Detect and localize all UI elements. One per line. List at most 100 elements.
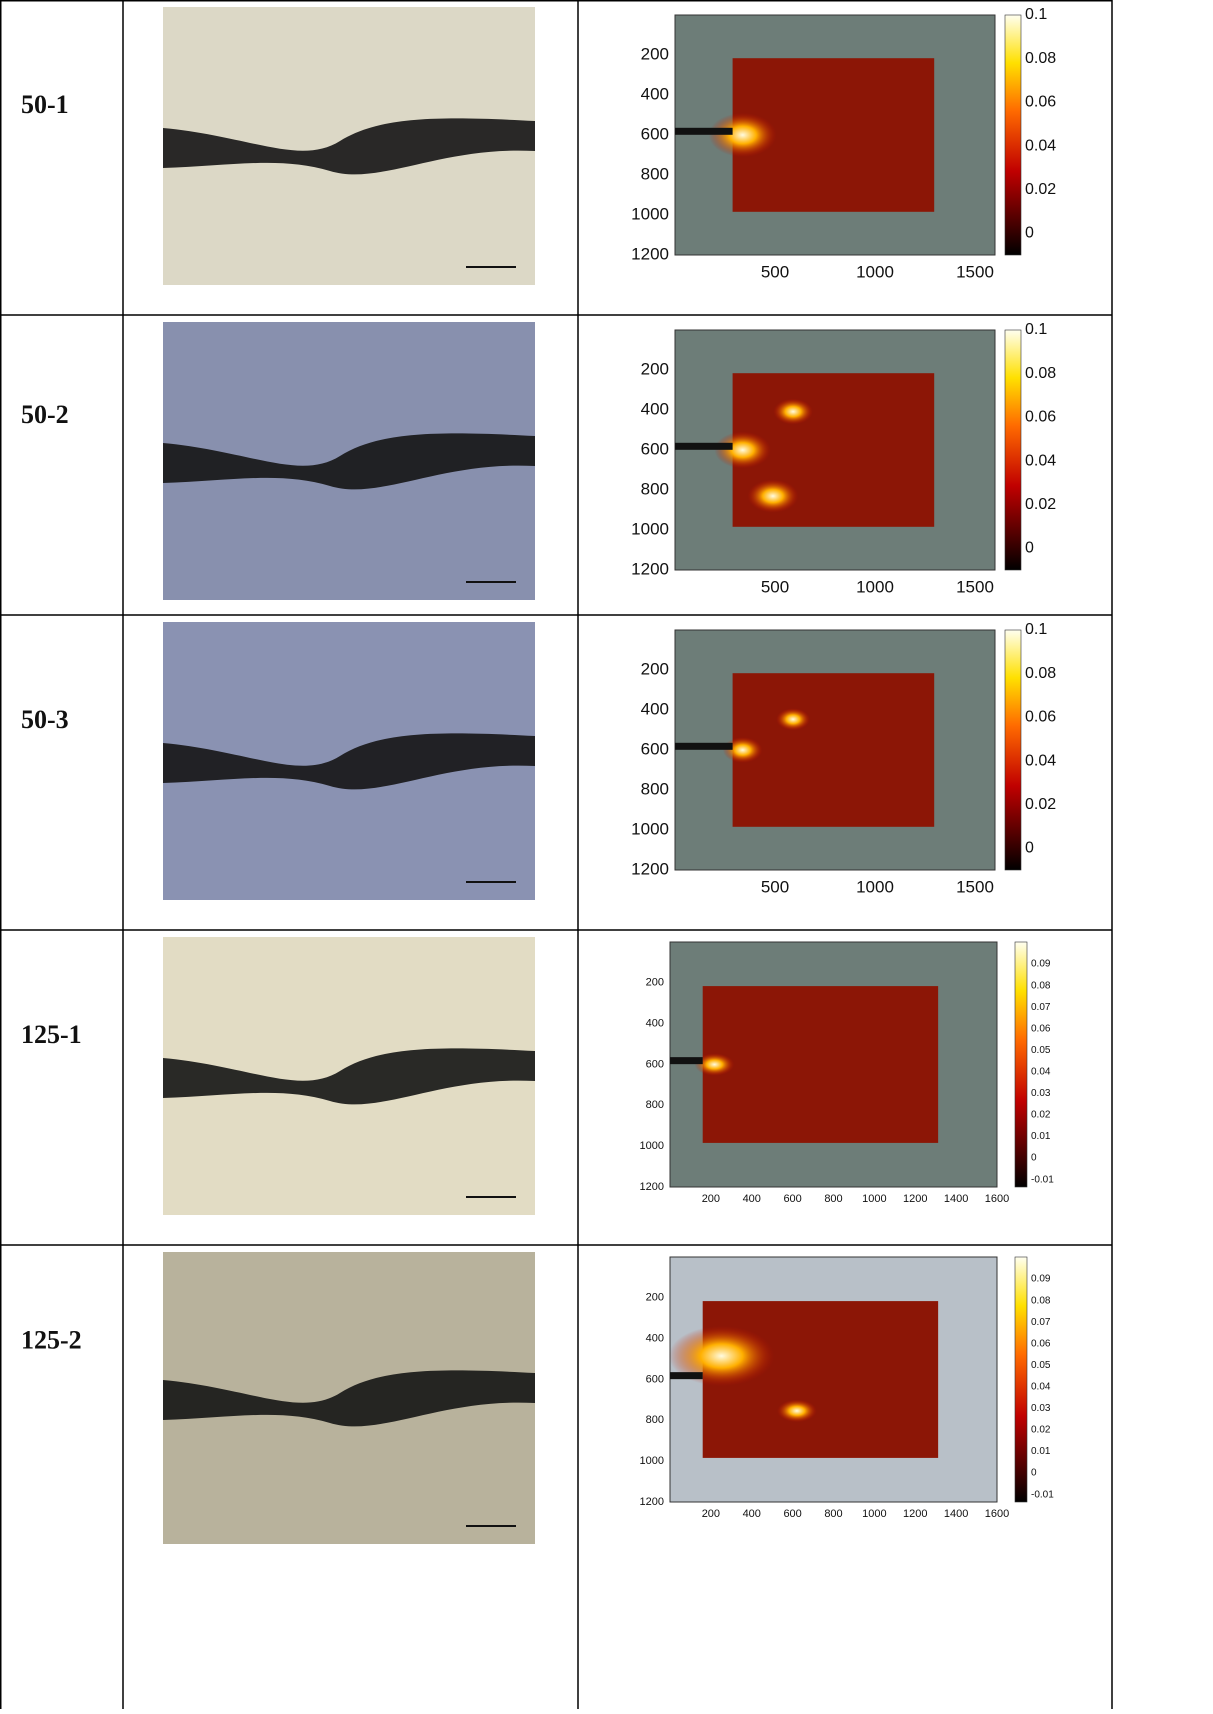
colorbar-tick-label: 0.03 [1031,1088,1051,1099]
strain-hotspot [747,479,799,513]
crack [163,1370,535,1427]
colorbar-tick-label: 0.08 [1031,980,1051,991]
strain-plot: 200 400 600 800 1000 1200 500 1000 1500 0.1 0.08 0.… [631,621,1056,896]
colorbar-tick-label: 0.08 [1025,365,1056,382]
notch [675,442,733,450]
y-tick-label: 1000 [631,519,669,538]
colorbar-tick-label: 0 [1031,1468,1037,1479]
y-tick-label: 600 [646,1058,664,1070]
x-tick-label: 200 [702,1193,720,1205]
y-tick-label: 400 [646,1018,664,1030]
colorbar-tick-label: 0.06 [1025,409,1056,426]
y-tick-label: 200 [641,659,669,678]
notch [670,1057,703,1065]
scale-bar [466,266,516,268]
colorbar-tick-label: 0.04 [1031,1381,1051,1392]
colorbar-tick-label: 0.1 [1025,321,1047,338]
y-tick-label: 600 [646,1373,664,1385]
crack [163,118,535,175]
colorbar-tick-label: 0.09 [1031,959,1051,970]
strain-plot: 200 400 600 800 1000 1200 200 400 600 800 1000 1200… [640,1256,1054,1520]
colorbar-tick-label: 0 [1031,1153,1037,1164]
strain-field [732,673,935,827]
y-tick-label: 400 [646,1333,664,1345]
colorbar-tick-label: -0.01 [1031,1489,1054,1500]
strain-plot: 200 400 600 800 1000 1200 500 1000 1500 0.1 0.08 0.… [631,6,1056,281]
colorbar-tick-label: 0.05 [1031,1045,1051,1056]
x-tick-label: 1400 [944,1193,968,1205]
micrograph [163,7,535,285]
x-tick-label: 1000 [856,262,894,281]
scale-bar [466,581,516,583]
x-tick-label: 1000 [862,1193,886,1205]
colorbar-tick-label: 0.07 [1031,1002,1051,1013]
row-label: 125-1 [21,1020,82,1049]
crack [163,733,535,790]
x-tick-label: 400 [743,1508,761,1520]
strain-hotspot [694,1053,735,1076]
y-tick-label: 1000 [640,1140,664,1152]
y-tick-label: 800 [641,479,669,498]
strain-field [702,986,939,1143]
x-tick-label: 1600 [985,1508,1009,1520]
colorbar-tick-label: 0.06 [1025,94,1056,111]
colorbar [1014,941,1028,1188]
y-tick-label: 800 [646,1099,664,1111]
x-tick-label: 1000 [856,877,894,896]
colorbar-tick-label: 0.06 [1025,709,1056,726]
scale-bar [466,1525,516,1527]
colorbar-tick-label: 0.01 [1031,1446,1051,1457]
colorbar-tick-label: 0.1 [1025,621,1047,638]
colorbar-tick-label: 0.06 [1031,1023,1051,1034]
micrograph [163,322,535,600]
x-tick-label: 500 [761,877,789,896]
colorbar-tick-label: 0.02 [1025,796,1056,813]
colorbar-tick-label: 0.04 [1025,137,1056,154]
x-tick-label: 400 [743,1193,761,1205]
x-tick-label: 500 [761,577,789,596]
y-tick-label: 1200 [631,859,669,878]
y-tick-label: 200 [641,359,669,378]
x-tick-label: 1600 [985,1193,1009,1205]
notch [675,742,733,750]
strain-plot: 200 400 600 800 1000 1200 200 400 600 800 1000 1200… [640,941,1054,1205]
y-tick-label: 1200 [640,1496,664,1508]
colorbar-tick-label: 0.02 [1031,1110,1051,1121]
x-tick-label: 1500 [956,262,994,281]
colorbar-tick-label: 0.04 [1025,452,1056,469]
y-tick-label: 400 [641,399,669,418]
colorbar [1004,629,1022,871]
row-label: 125-2 [21,1325,82,1354]
x-tick-label: 600 [783,1193,801,1205]
strain-hotspot [668,1325,775,1387]
colorbar-tick-label: 0.08 [1025,50,1056,67]
strain-plot: 200 400 600 800 1000 1200 500 1000 1500 0.1 0.08 0.… [631,321,1056,596]
y-tick-label: 1200 [631,559,669,578]
colorbar-tick-label: 0.08 [1031,1295,1051,1306]
y-tick-label: 600 [641,124,669,143]
x-tick-label: 1500 [956,877,994,896]
y-tick-label: 200 [646,977,664,989]
row-label: 50-2 [21,400,69,429]
y-tick-label: 600 [641,739,669,758]
x-tick-label: 800 [824,1508,842,1520]
crack [163,433,535,490]
x-tick-label: 800 [824,1193,842,1205]
colorbar [1014,1256,1028,1503]
table-grid [0,0,1113,1709]
y-tick-label: 200 [646,1292,664,1304]
x-tick-label: 500 [761,262,789,281]
row-label: 50-3 [21,705,69,734]
scale-bar [466,881,516,883]
x-tick-label: 600 [783,1508,801,1520]
colorbar-tick-label: 0.08 [1025,665,1056,682]
x-tick-label: 1200 [903,1508,927,1520]
y-tick-label: 800 [646,1414,664,1426]
notch [670,1372,703,1380]
y-tick-label: 600 [641,439,669,458]
y-tick-label: 1200 [640,1181,664,1193]
colorbar-tick-label: 0.02 [1031,1425,1051,1436]
colorbar-tick-label: 0 [1025,840,1034,857]
x-tick-label: 1000 [856,577,894,596]
